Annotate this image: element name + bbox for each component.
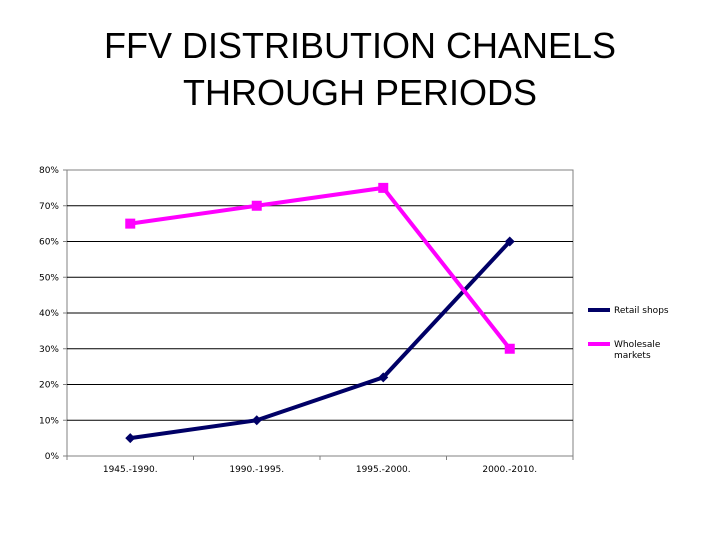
data-point: [251, 200, 262, 211]
series-line: [129, 240, 512, 441]
chart-title-line-1: FFV DISTRIBUTION CHANELS: [103, 25, 617, 66]
data-point: [378, 182, 389, 193]
legend-item: Retail shops: [588, 306, 669, 316]
legend-label: Wholesale: [614, 340, 661, 350]
data-point: [125, 433, 136, 444]
series-group: [125, 182, 515, 444]
x-axis-tick-labels: 1945.-1990. 1990.-1995. 1995.-2000. 2000.-2…: [103, 465, 537, 475]
data-point: [125, 218, 136, 229]
y-axis-tick-labels: 0% 10% 20% 30% 40% 50% 60% 70% 80%: [39, 166, 59, 462]
y-tick-label: 80%: [39, 166, 59, 176]
series-line: [129, 185, 512, 350]
data-point: [504, 236, 515, 247]
y-tick-label: 30%: [39, 345, 59, 355]
legend-label: markets: [614, 351, 651, 361]
gridlines: [63, 169, 574, 460]
y-tick-label: 10%: [39, 416, 59, 426]
chart-title: FFV DISTRIBUTION CHANELS THROUGH PERIODS: [60, 22, 660, 116]
series-1: [125, 236, 515, 444]
data-point: [504, 343, 515, 354]
series-2: [125, 182, 515, 354]
y-tick-label: 60%: [39, 238, 59, 248]
x-tick-label: 1990.-1995.: [229, 465, 284, 475]
legend-label: Retail shops: [614, 306, 669, 316]
y-tick-label: 40%: [39, 309, 59, 319]
y-tick-label: 50%: [39, 273, 59, 283]
y-tick-label: 20%: [39, 381, 59, 391]
y-tick-label: 0%: [45, 452, 60, 462]
chart-title-line-2: THROUGH PERIODS: [182, 72, 538, 113]
data-point: [251, 415, 262, 426]
x-tick-label: 1945.-1990.: [103, 465, 158, 475]
y-tick-label: 70%: [39, 202, 59, 212]
data-point: [378, 372, 389, 383]
x-tick-label: 1995.-2000.: [356, 465, 411, 475]
x-tick-label: 2000.-2010.: [482, 465, 537, 475]
